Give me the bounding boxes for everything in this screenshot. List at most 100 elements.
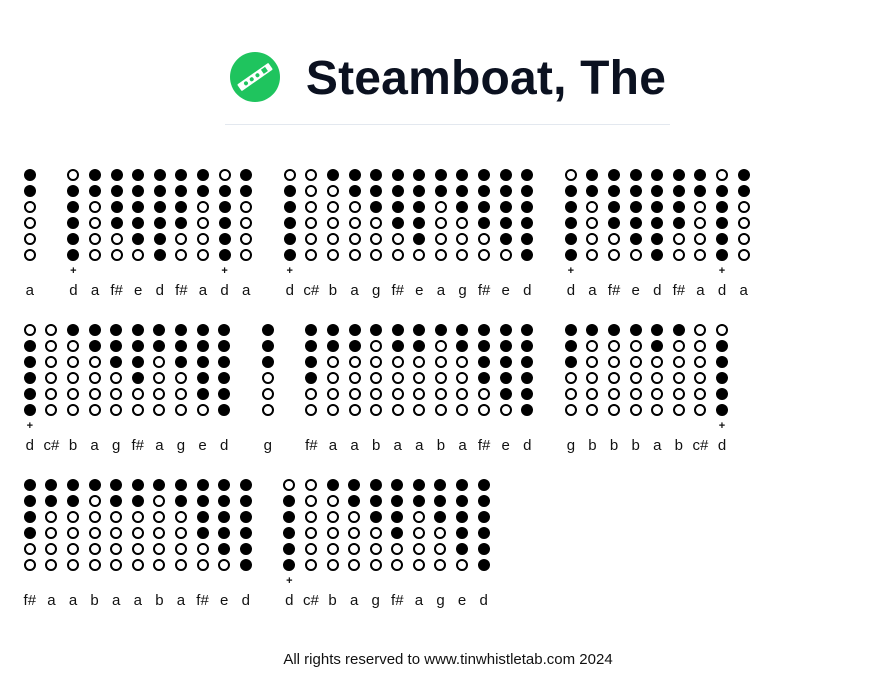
open-hole [694,249,707,261]
whistle-tab: a + d a f# e d f# a + d a + d c# b a g f# e a g f# e d + d a f# e d f# a… [19,167,779,632]
open-hole [434,340,447,352]
closed-hole [456,511,469,523]
open-hole [153,511,166,523]
note-label: g [263,437,272,454]
closed-hole [283,201,296,213]
closed-hole [23,404,36,416]
page-title: Steamboat, The [305,51,667,105]
closed-hole [283,185,296,197]
closed-hole [218,388,231,400]
note-column: + d [279,167,301,322]
note-label: c# [692,437,709,454]
closed-hole [218,495,231,507]
closed-hole [196,340,209,352]
note-column: + d [63,167,85,322]
open-hole [110,511,123,523]
closed-hole [110,356,123,368]
note-label: f# [175,282,188,299]
closed-hole [110,169,123,181]
closed-hole [110,324,123,336]
note-label: a [133,592,142,609]
note-column: a [733,167,755,322]
footer-copyright: All rights reserved to www.tinwhistletab… [283,651,613,668]
open-hole [370,217,383,229]
open-hole [110,404,123,416]
open-hole [88,388,101,400]
open-hole [629,388,642,400]
closed-hole [218,233,231,245]
closed-hole [23,372,36,384]
open-hole [629,356,642,368]
open-hole [586,388,599,400]
closed-hole [370,169,383,181]
note-label: a [25,282,34,299]
closed-hole [218,479,231,491]
open-hole [629,404,642,416]
closed-hole [716,185,729,197]
open-hole [240,217,253,229]
closed-hole [131,372,144,384]
open-hole [45,559,58,571]
open-hole [305,201,318,213]
note-column: f# [387,477,409,632]
note-column: + d [560,167,582,322]
closed-hole [608,324,621,336]
closed-hole [153,249,166,261]
open-hole [305,169,318,181]
tin-whistle-icon [229,52,280,102]
closed-hole [716,372,729,384]
closed-hole [218,543,231,555]
note-label: a [436,282,446,299]
closed-hole [651,340,664,352]
closed-hole [174,479,187,491]
note-column: + d [214,167,236,322]
closed-hole [499,185,512,197]
octave-marker: + [567,265,575,277]
open-hole [304,559,317,571]
open-hole [67,169,80,181]
open-hole [196,233,209,245]
open-hole [66,404,79,416]
closed-hole [110,479,123,491]
open-hole [651,372,664,384]
open-hole [196,217,209,229]
closed-hole [218,372,231,384]
closed-hole [110,340,123,352]
open-hole [348,527,361,539]
open-hole [88,527,101,539]
note-label: g [112,437,121,454]
open-hole [326,356,339,368]
closed-hole [283,527,296,539]
open-hole [370,356,383,368]
note-label: b [68,437,78,454]
closed-hole [413,185,426,197]
closed-hole [131,479,144,491]
note-label: f# [23,592,37,609]
open-hole [586,217,599,229]
closed-hole [239,495,252,507]
closed-hole [608,169,621,181]
closed-hole [651,185,664,197]
closed-hole [564,340,577,352]
open-hole [305,185,318,197]
open-hole [326,233,339,245]
note-label: g [436,592,445,609]
open-hole [110,527,123,539]
note-column: d [473,477,495,632]
open-hole [370,233,383,245]
closed-hole [716,201,729,213]
note-label: a [588,282,597,299]
closed-hole [23,495,36,507]
open-hole [240,233,253,245]
open-hole [608,356,621,368]
note-label: b [436,437,446,454]
open-hole [737,249,750,261]
open-hole [175,249,188,261]
closed-hole [196,185,209,197]
open-hole [196,559,209,571]
open-hole [326,495,339,507]
open-hole [716,169,729,181]
note-column: a [322,322,344,477]
closed-hole [174,324,187,336]
open-hole [110,249,123,261]
